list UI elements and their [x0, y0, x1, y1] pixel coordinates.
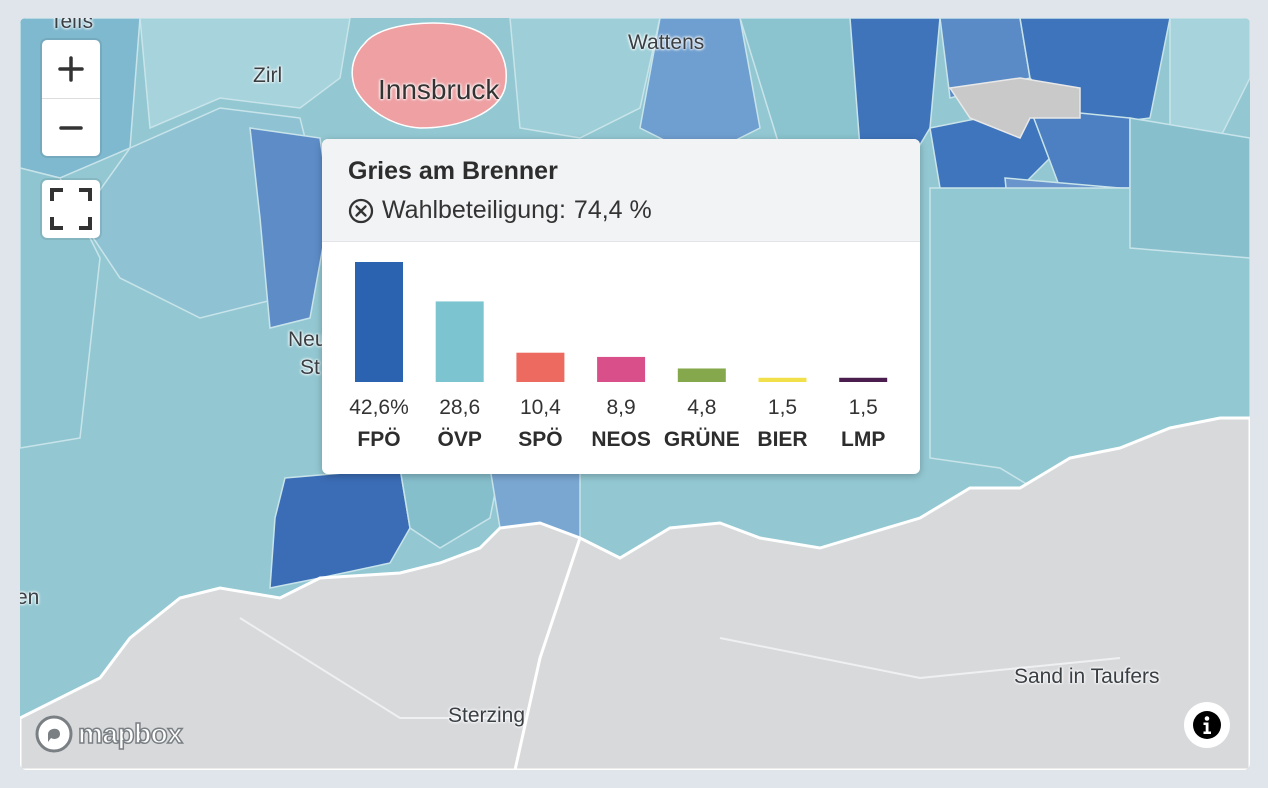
place-label-sand-in-taufers: Sand in Taufers [1014, 665, 1160, 688]
bar-value-label: 10,4 [520, 396, 561, 419]
bar-övp [435, 301, 484, 382]
election-map[interactable]: Telfs Zirl Innsbruck Wattens Neu St en S… [20, 18, 1250, 770]
close-circle-icon[interactable] [348, 198, 374, 224]
bar-category-label: ÖVP [438, 428, 482, 451]
bar-fpö [355, 262, 403, 382]
turnout-value: 74,4 % [573, 196, 652, 224]
bar-category-label: BIER [757, 428, 807, 451]
bar-value-label: 42,6% [349, 396, 409, 419]
minus-icon [59, 126, 83, 130]
mapbox-logo[interactable]: mapbox [34, 714, 184, 754]
bar-lmp [839, 377, 888, 382]
plus-icon [58, 56, 84, 82]
bar-bier [758, 377, 807, 382]
place-label-en: en [20, 586, 40, 609]
bar-category-label: SPÖ [518, 428, 562, 451]
place-label-telfs: Telfs [50, 18, 94, 33]
mapbox-logo-text: mapbox [77, 717, 183, 750]
zoom-out-button[interactable] [42, 98, 100, 157]
place-label-zirl: Zirl [253, 64, 283, 87]
bar-value-label: 1,5 [849, 396, 878, 419]
fullscreen-button[interactable] [42, 180, 100, 238]
place-label-neu: Neu [288, 328, 327, 351]
place-label-innsbruck: Innsbruck [378, 74, 500, 105]
popup-header: Gries am Brenner Wahlbeteiligung: 74,4 % [322, 139, 920, 242]
attribution-info-button[interactable] [1184, 702, 1230, 748]
municipality-popup: Gries am Brenner Wahlbeteiligung: 74,4 %… [322, 139, 920, 474]
info-icon [1193, 711, 1221, 739]
results-bar-chart: 42,6% FPÖ 28,6 ÖVP 10,4 SPÖ 8,9 NEOS 4,8 GRÜNE 1,5… [349, 262, 888, 451]
bar-value-label: 8,9 [606, 396, 635, 419]
zoom-in-button[interactable] [42, 40, 100, 98]
place-label-sterzing: Sterzing [448, 704, 526, 727]
place-label-st: St [300, 356, 320, 379]
bar-spö [516, 352, 565, 382]
bar-value-label: 4,8 [687, 396, 716, 419]
popup-title: Gries am Brenner [348, 157, 558, 185]
place-label-wattens: Wattens [628, 31, 705, 54]
fullscreen-icon [50, 188, 92, 230]
turnout-row: Wahlbeteiligung: 74,4 % [348, 196, 920, 225]
bar-category-label: FPÖ [357, 428, 400, 451]
bar-value-label: 28,6 [439, 396, 480, 419]
bar-grüne [677, 368, 726, 382]
mapbox-logo-icon [35, 715, 73, 753]
bar-category-label: GRÜNE [664, 428, 740, 451]
zoom-control [42, 40, 100, 156]
turnout-label: Wahlbeteiligung: [382, 196, 566, 224]
bar-category-label: NEOS [591, 428, 651, 451]
bar-category-label: LMP [841, 428, 885, 451]
bar-value-label: 1,5 [768, 396, 797, 419]
bar-neos [597, 356, 646, 382]
